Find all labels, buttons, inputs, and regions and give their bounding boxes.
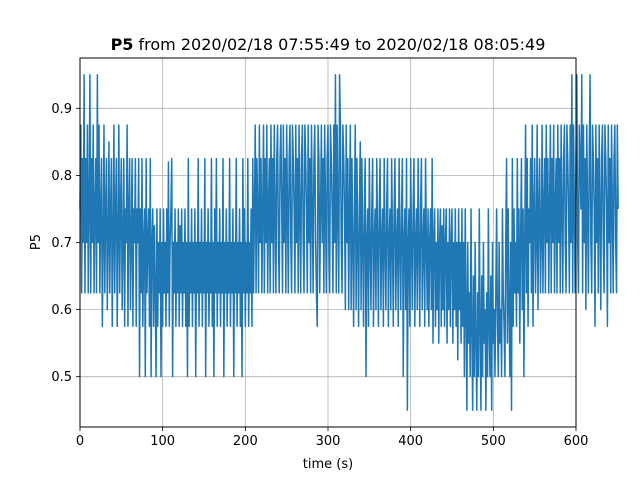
series-line-0 — [79, 74, 619, 411]
y-tick-label: 0.7 — [51, 236, 72, 251]
x-axis: 0 100 200 300 400 500 600 — [76, 427, 589, 449]
y-tick-label: 0.6 — [51, 303, 72, 318]
x-tick-label: 100 — [150, 434, 175, 449]
y-tick-label: 0.8 — [51, 169, 72, 184]
plot-area — [79, 74, 619, 411]
x-tick-label: 200 — [233, 434, 258, 449]
y-tick-label: 0.9 — [51, 102, 72, 117]
chart-title-rest: from 2020/02/18 07:55:49 to 2020/02/18 0… — [133, 35, 545, 54]
y-axis: 0.5 0.6 0.7 0.8 0.9 — [51, 102, 80, 385]
x-tick-label: 500 — [481, 434, 506, 449]
y-axis-label: P5 — [29, 234, 44, 250]
chart-title-bold: P5 — [111, 35, 134, 54]
x-tick-label: 400 — [398, 434, 423, 449]
x-axis-label: time (s) — [303, 457, 353, 472]
x-tick-label: 0 — [76, 434, 84, 449]
x-tick-label: 300 — [316, 434, 341, 449]
y-tick-label: 0.5 — [51, 370, 72, 385]
x-tick-label: 600 — [564, 434, 589, 449]
chart-title: P5 from 2020/02/18 07:55:49 to 2020/02/1… — [111, 35, 546, 54]
